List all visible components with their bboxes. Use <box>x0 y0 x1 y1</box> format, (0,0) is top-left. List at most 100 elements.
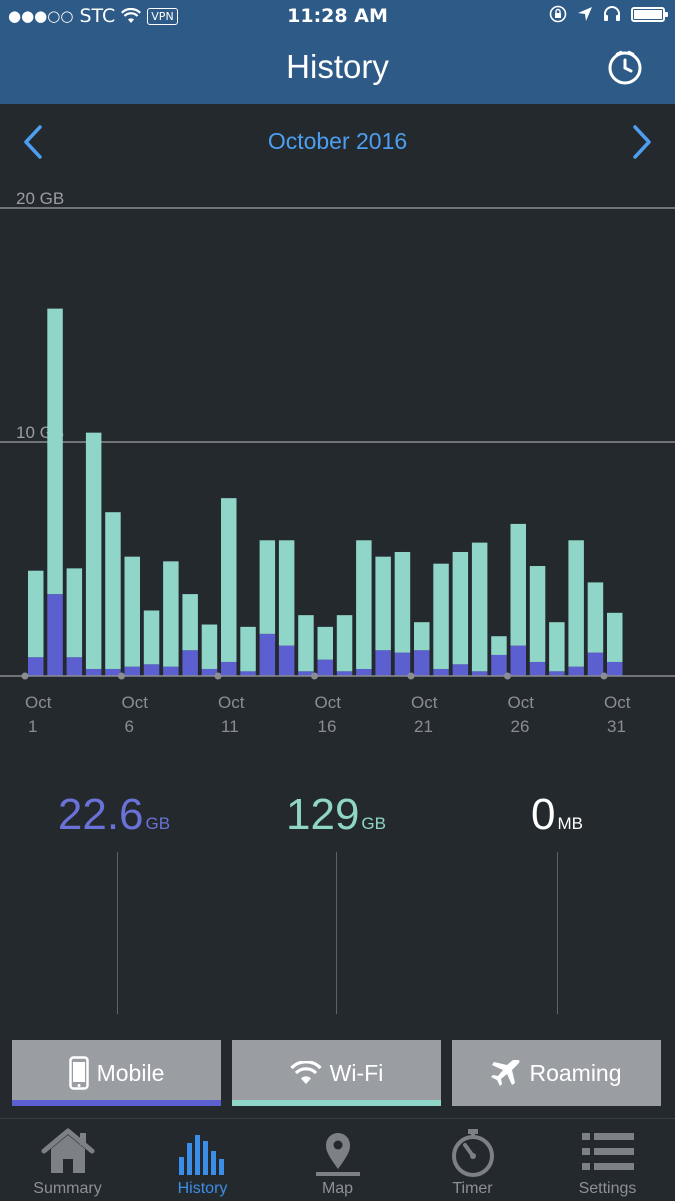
mobile-total-value: 22.6 <box>57 790 144 839</box>
rotation-lock-icon <box>549 5 567 23</box>
bar-mobile <box>47 594 63 676</box>
status-bar: ●●●○○ STC VPN 11:28 AM <box>0 0 675 34</box>
headphones-icon <box>604 6 620 21</box>
x-tick-dot <box>407 672 415 680</box>
totals-panel: 22.6 GB 129 GB 0 MB <box>0 780 675 1020</box>
roaming-divider <box>557 852 558 1014</box>
bar-wifi <box>201 624 218 669</box>
x-tick-label-day: 26 <box>511 717 530 736</box>
bar-wifi <box>240 626 256 672</box>
wifi-total-unit: GB <box>361 814 386 833</box>
bar-wifi <box>510 523 526 646</box>
bar-mobile <box>452 664 469 676</box>
bar-mobile <box>375 650 391 676</box>
mobile-total-unit: GB <box>145 814 171 833</box>
bar-wifi <box>452 551 469 665</box>
bar-wifi <box>433 563 449 669</box>
mobile-filter-label: Mobile <box>96 1059 165 1086</box>
bar-mobile <box>549 671 565 676</box>
roaming-filter-label: Roaming <box>529 1059 622 1086</box>
bar-mobile <box>28 657 44 676</box>
tab-settings[interactable]: Settings <box>540 1119 675 1201</box>
bar-wifi <box>278 540 295 646</box>
x-tick-label-month: Oct <box>122 693 149 712</box>
x-tick-label-day: 6 <box>125 717 134 736</box>
bar-wifi <box>394 551 411 653</box>
map-pin-icon <box>316 1133 360 1176</box>
bar-mobile <box>433 668 449 676</box>
bar-wifi <box>317 626 333 660</box>
bar-wifi <box>298 615 314 672</box>
bar-mobile <box>510 645 526 676</box>
roaming-total-unit: MB <box>557 814 583 833</box>
x-tick-dot <box>21 672 29 680</box>
tab-summary[interactable]: Summary <box>0 1119 135 1201</box>
bar-wifi <box>124 556 140 667</box>
x-tick-label-month: Oct <box>411 693 438 712</box>
stopwatch-icon <box>452 1129 494 1177</box>
chevron-left-icon[interactable] <box>18 122 48 162</box>
bar-mobile <box>471 671 488 676</box>
mobile-filter-button[interactable]: Mobile <box>12 1040 221 1106</box>
roaming-total: 0 MB <box>447 790 667 840</box>
bar-wifi <box>85 432 102 669</box>
bar-mobile <box>298 671 314 676</box>
bar-wifi <box>221 498 237 662</box>
bar-mobile <box>394 652 411 676</box>
bar-mobile <box>587 652 604 676</box>
bar-wifi <box>414 622 430 651</box>
roaming-filter-button[interactable]: Roaming <box>452 1040 661 1106</box>
bar-wifi <box>607 612 623 662</box>
tab-map[interactable]: Map <box>270 1119 405 1201</box>
bar-mobile <box>201 668 218 676</box>
month-selector: October 2016 <box>0 104 675 176</box>
chevron-right-icon[interactable] <box>627 122 657 162</box>
vpn-badge: VPN <box>147 7 178 25</box>
wifi-total: 129 GB <box>226 790 446 840</box>
nav-bar: History <box>0 34 675 104</box>
tab-bar: Summary History Map Timer <box>0 1118 675 1200</box>
x-tick-label-month: Oct <box>218 693 245 712</box>
bar-chart-icon <box>179 1135 224 1175</box>
filter-buttons: Mobile Wi-Fi Roaming <box>0 1040 675 1106</box>
bar-wifi <box>375 556 391 651</box>
x-tick-label-day: 16 <box>318 717 337 736</box>
bar-wifi <box>105 512 121 669</box>
x-tick-label-month: Oct <box>25 693 52 712</box>
x-tick-label-month: Oct <box>604 693 631 712</box>
bar-mobile <box>105 668 121 676</box>
bar-mobile <box>491 654 507 676</box>
wifi-divider <box>336 852 337 1014</box>
clock-icon[interactable] <box>607 50 643 86</box>
x-tick-dot <box>504 672 511 680</box>
bar-wifi <box>471 542 488 672</box>
bar-wifi <box>163 561 179 667</box>
x-tick-dot <box>118 672 125 680</box>
tab-timer[interactable]: Timer <box>405 1119 540 1201</box>
house-icon <box>41 1128 95 1173</box>
bar-wifi <box>47 308 63 595</box>
x-tick-dot <box>214 672 222 680</box>
bar-mobile <box>240 671 256 676</box>
x-tick-label-day: 21 <box>414 717 433 736</box>
airplane-icon <box>491 1060 520 1086</box>
bar-mobile <box>143 664 160 676</box>
status-time: 11:28 AM <box>287 5 388 27</box>
wifi-filter-button[interactable]: Wi-Fi <box>232 1040 441 1106</box>
bar-mobile <box>66 657 83 676</box>
status-right <box>549 5 668 23</box>
tab-history[interactable]: History <box>135 1119 270 1201</box>
x-tick-label-month: Oct <box>315 693 342 712</box>
wifi-icon <box>121 8 142 23</box>
mobile-total: 22.6 GB <box>4 790 224 840</box>
wifi-filter-underline <box>232 1100 441 1106</box>
bar-mobile <box>336 671 353 676</box>
tab-settings-label: Settings <box>578 1180 637 1197</box>
mobile-divider <box>117 852 118 1014</box>
bar-mobile <box>221 661 237 676</box>
mobile-filter-underline <box>12 1100 221 1106</box>
bar-mobile <box>163 666 179 676</box>
tab-timer-label: Timer <box>452 1180 493 1197</box>
bar-wifi <box>491 636 507 655</box>
